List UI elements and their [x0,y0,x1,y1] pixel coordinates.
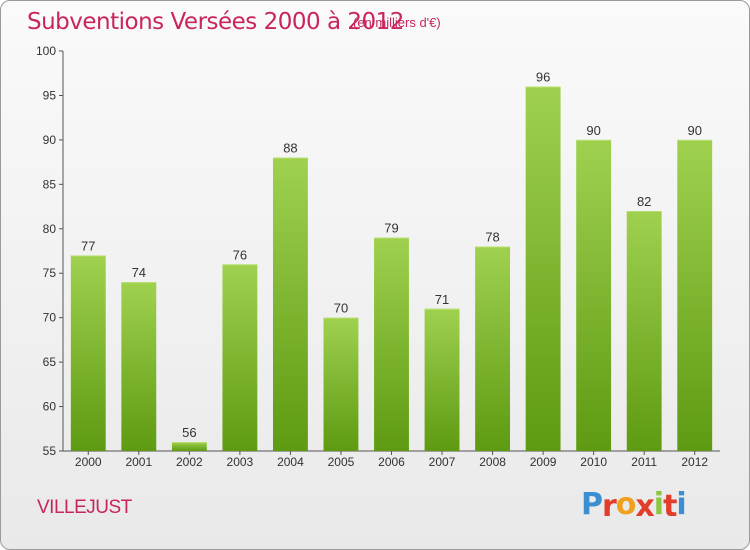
logo-letter: o [615,487,637,522]
x-tick-label-2000: 2000 [75,455,102,469]
x-tick-label-2010: 2010 [580,455,607,469]
data-label-2000: 77 [81,238,95,253]
logo-letter: x [635,489,654,524]
chart-labels: 77 2000 74 2001 56 2002 76 2003 88 2004 70 2005 79 20… [75,70,708,469]
y-tick-label: 75 [43,266,57,280]
y-tick-label: 60 [43,400,57,414]
data-label-2005: 70 [334,301,348,316]
data-label-2011: 82 [637,194,651,209]
bar-2007 [424,308,460,451]
bar-2010 [576,139,612,451]
bar-2009 [525,86,561,452]
data-label-2009: 96 [536,70,550,85]
data-label-2004: 88 [283,141,297,156]
data-label-2001: 74 [132,265,146,280]
x-tick-label-2011: 2011 [631,455,657,469]
y-tick-label: 90 [43,133,57,147]
x-tick-label-2007: 2007 [429,455,456,469]
y-tick-label: 55 [43,444,57,458]
x-tick-label-2001: 2001 [125,455,152,469]
x-tick-label-2002: 2002 [176,455,203,469]
bar-2012 [677,139,713,451]
data-label-2010: 90 [586,123,600,138]
x-tick-label-2006: 2006 [378,455,405,469]
x-tick-label-2012: 2012 [681,455,708,469]
logo-letter: t [663,489,677,524]
bar-2008 [475,246,511,451]
y-tick-label: 95 [43,88,57,102]
bar-2001 [121,282,157,451]
y-tick-label: 100 [36,44,56,58]
bar-2000 [70,255,106,451]
chart-title: Subventions Versées 2000 à 2012 [27,9,404,35]
x-tick-label-2008: 2008 [479,455,506,469]
bar-2011 [626,211,662,451]
bar-2003 [222,264,258,451]
commune-name: VILLEJUST [37,497,132,518]
bar-2005 [323,317,359,451]
proxiti-logo: Proxiti [581,487,687,524]
bar-2006 [374,237,409,451]
data-label-2002: 56 [182,425,196,440]
x-tick-label-2003: 2003 [227,455,254,469]
logo-letter: i [676,487,686,522]
chart-bars [70,86,713,452]
data-label-2003: 76 [233,247,247,262]
logo-letter: r [602,489,617,524]
x-tick-label-2005: 2005 [328,455,355,469]
data-label-2008: 78 [485,230,499,245]
logo-letter: i [653,487,664,522]
y-tick-label: 65 [43,355,57,369]
data-label-2012: 90 [687,123,701,138]
data-label-2006: 79 [384,221,398,236]
y-tick-label: 80 [43,222,57,236]
bar-2004 [272,157,308,451]
bar-2002 [171,442,207,451]
logo-letter: P [581,487,603,522]
y-tick-label: 85 [43,177,57,191]
chart-subtitle: (en milliers d'€) [353,15,441,30]
x-tick-label-2004: 2004 [277,455,304,469]
y-tick-label: 70 [43,311,57,325]
data-label-2007: 71 [435,292,449,307]
x-tick-label-2009: 2009 [530,455,557,469]
